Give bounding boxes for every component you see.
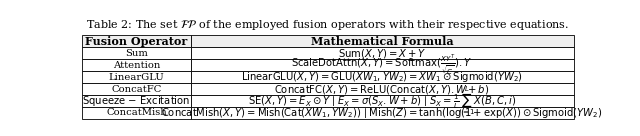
Text: $\mathrm{Sum}(X,Y) = X + Y$: $\mathrm{Sum}(X,Y) = X + Y$ — [338, 47, 426, 60]
Polygon shape — [191, 107, 573, 119]
Polygon shape — [83, 95, 191, 107]
Text: $\mathrm{LinearGLU}(X,Y) = \mathrm{GLU}(XW_1,YW_2) = XW_1 \odot \mathrm{Sigmoid}: $\mathrm{LinearGLU}(X,Y) = \mathrm{GLU}(… — [241, 70, 523, 84]
Text: ConcatFC: ConcatFC — [111, 85, 162, 94]
Text: $\mathrm{SE}(X,Y) = E_X \odot Y \mid E_X = \sigma(S_X.W+b)\mid S_X = \frac{1}{L}: $\mathrm{SE}(X,Y) = E_X \odot Y \mid E_X… — [248, 84, 516, 118]
Text: $\mathrm{ConcatFC}(X,Y) = \mathrm{ReLU}(\mathrm{Concat}(X,Y).W + b)$: $\mathrm{ConcatFC}(X,Y) = \mathrm{ReLU}(… — [275, 83, 490, 95]
Polygon shape — [83, 59, 191, 71]
Text: Sum: Sum — [125, 49, 148, 58]
Text: LinearGLU: LinearGLU — [109, 73, 164, 82]
Polygon shape — [191, 59, 573, 71]
Text: $\mathrm{ScaleDotAttn}(X,Y) = \mathrm{Softmax}(\frac{XY^T}{\sqrt{C}}).Y$: $\mathrm{ScaleDotAttn}(X,Y) = \mathrm{So… — [291, 53, 473, 77]
Polygon shape — [191, 95, 573, 107]
Text: Squeeze $-$ Excitation: Squeeze $-$ Excitation — [83, 94, 191, 108]
Polygon shape — [191, 83, 573, 95]
Polygon shape — [191, 35, 573, 47]
Polygon shape — [83, 71, 191, 83]
Polygon shape — [83, 107, 191, 119]
Text: Fusion Operator: Fusion Operator — [85, 36, 188, 47]
Polygon shape — [83, 35, 191, 47]
Text: Mathematical Formula: Mathematical Formula — [310, 36, 453, 47]
Text: Attention: Attention — [113, 61, 160, 70]
Polygon shape — [191, 47, 573, 59]
Text: $\mathrm{ConcatMish}(X,Y) = \mathrm{Mish}(\mathrm{Cat}(XW_1,YW_2)) \mid \mathrm{: $\mathrm{ConcatMish}(X,Y) = \mathrm{Mish… — [161, 106, 603, 120]
Polygon shape — [191, 71, 573, 83]
Text: Table 2: The set $\mathcal{FP}$ of the employed fusion operators with their resp: Table 2: The set $\mathcal{FP}$ of the e… — [86, 18, 570, 32]
Text: ConcatMish: ConcatMish — [106, 109, 167, 118]
Polygon shape — [83, 47, 191, 59]
Polygon shape — [83, 83, 191, 95]
